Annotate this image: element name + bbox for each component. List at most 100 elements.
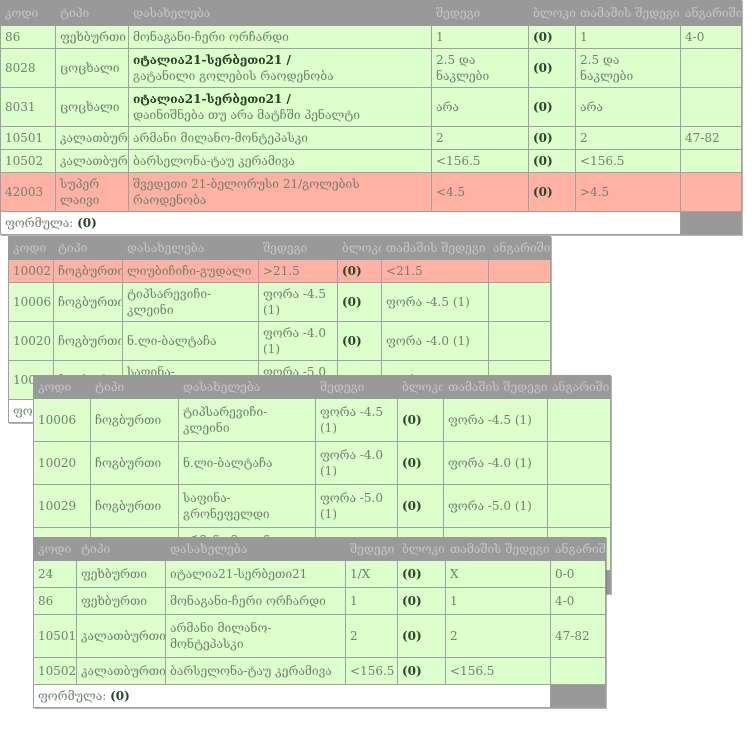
cell-code: 10020 (33, 441, 91, 485)
cell-score (547, 398, 611, 442)
cell-type: კალათბურთი (55, 149, 129, 173)
column-header: თამაშის შედეგი (443, 375, 548, 399)
cell-result: ფორა -4.5 (1) (258, 282, 338, 322)
bet-name: საფინა-გრონეფელდი (183, 491, 270, 521)
bet-row: 86 ფეხბურთი მონაგანი-ჩერი ორჩარდი 1 (0) 1 4-0 (0, 25, 742, 49)
column-header: ბლოკი (337, 236, 382, 260)
cell-type: ჩოგბურთი (53, 282, 123, 322)
cell-score (488, 321, 551, 361)
cell-name: მონაგანი-ჩერი ორჩარდი (128, 25, 432, 49)
formula-label: ფორმულა: (5, 216, 74, 230)
cell-block: (0) (397, 587, 446, 615)
column-header: დასახელება (122, 236, 259, 260)
cell-game-result: 1 (575, 25, 681, 49)
formula-row: ფორმულა: (0) (33, 684, 606, 708)
cell-score (547, 484, 611, 528)
bet-row: 10002 ჩოგბურთი ლიუბიჩიჩი-გუდალი >21.5 (0) <21… (8, 259, 551, 283)
cell-result: ფორა -4.0 (1) (258, 321, 338, 361)
cell-type: ჩოგბურთი (90, 441, 179, 485)
cell-block: (0) (337, 259, 382, 283)
column-header: კოდი (8, 236, 54, 260)
cell-code: 10006 (8, 282, 54, 322)
cell-block: (0) (337, 321, 382, 361)
bet-row: 8031 ცოცხალი იტალია21-სერბეთი21 / დაინიშნებ… (0, 87, 742, 127)
cell-code: 8031 (0, 87, 56, 127)
cell-result: 2 (345, 614, 398, 658)
cell-game-result: ფორა -4.5 (1) (381, 282, 489, 322)
cell-name: ტიპსარევიჩი-კლეინი (122, 282, 259, 322)
bet-row: 10006 ჩოგბურთი ტიპსარევიჩი-კლეინი ფორა -4.5… (33, 398, 611, 442)
cell-block: (0) (397, 398, 444, 442)
bet-name: ნ.ლი-ბალტაჩა (127, 334, 217, 348)
cell-game-result: ფორა -4.0 (1) (443, 441, 548, 485)
cell-game-result: 2 (575, 126, 681, 150)
column-header: დასახელება (178, 375, 316, 399)
column-header: ტიპი (76, 537, 166, 561)
cell-block: (0) (528, 87, 576, 127)
bet-row: 10020 ჩოგბურთი ნ.ლი-ბალტაჩა ფორა -4.0 (1) (0… (33, 441, 611, 485)
coupon-table-3: კოდი ტიპი დასახელება შედეგი ბლოკი თამაშის შედ… (33, 375, 611, 594)
cell-type: ფეხბურთი (76, 587, 166, 615)
cell-result: ფორა -4.5 (1) (315, 398, 398, 442)
cell-result: 2.5 და ნაკლები (431, 48, 529, 88)
footer-gray-cell (680, 211, 742, 235)
cell-type: კალათბურთი (76, 657, 166, 685)
formula-cell: ფორმულა: (0) (33, 684, 551, 708)
cell-code: 10002 (8, 259, 54, 283)
cell-score (550, 657, 606, 685)
bet-name: მონაგანი-ჩერი ორჩარდი (170, 594, 326, 608)
cell-result: >21.5 (258, 259, 338, 283)
cell-game-result: >4.5 (575, 172, 681, 212)
cell-code: 10502 (33, 657, 77, 685)
cell-game-result: ფორა -5.0 (1) (443, 484, 548, 528)
cell-block: (0) (337, 282, 382, 322)
cell-code: 86 (0, 25, 56, 49)
cell-game-result: <156.5 (445, 657, 551, 685)
cell-code: 10029 (33, 484, 91, 528)
column-header: თამაშის შედეგი (445, 537, 551, 561)
cell-game-result: <21.5 (381, 259, 489, 283)
column-header: შედეგი (315, 375, 398, 399)
column-header: დასახელება (128, 0, 432, 26)
column-header: ანგარიში (550, 537, 606, 561)
cell-name: იტალია21-სერბეთი21 (165, 560, 346, 588)
column-header: ბლოკი (397, 537, 446, 561)
cell-name: ნ.ლი-ბალტაჩა (122, 321, 259, 361)
column-header: შედეგი (345, 537, 398, 561)
cell-type: სუპერ ლაივი (55, 172, 129, 212)
cell-game-result: ფორა -4.0 (1) (381, 321, 489, 361)
cell-score (680, 172, 742, 212)
cell-type: ცოცხალი (55, 87, 129, 127)
cell-block: (0) (528, 25, 576, 49)
cell-code: 10502 (0, 149, 56, 173)
bet-row: 42003 სუპერ ლაივი შვედეთი 21-ბელორუსი 21/გ… (0, 172, 742, 212)
formula-row: ფორმულა: (0) (0, 211, 742, 235)
cell-result: <4.5 (431, 172, 529, 212)
cell-result: 1 (431, 25, 529, 49)
bet-name: ნ.ლი-ბალტაჩა (183, 456, 273, 470)
cell-result: <156.5 (431, 149, 529, 173)
cell-name: იტალია21-სერბეთი21 / გატანილი გოლების რაო… (128, 48, 432, 88)
cell-type: ცოცხალი (55, 48, 129, 88)
formula-value: (0) (77, 216, 97, 230)
cell-result: ფორა -5.0 (1) (315, 484, 398, 528)
header-row: კოდი ტიპი დასახელება შედეგი ბლოკი თამაშის შედ… (33, 375, 611, 399)
column-header: თამაშის შედეგი (575, 0, 681, 26)
cell-type: ჩოგბურთი (53, 321, 123, 361)
cell-block: (0) (397, 560, 446, 588)
bet-name: იტალია21-სერბეთი21 (170, 567, 308, 581)
cell-name: არმანი მილანო-მონტეპასკი (128, 126, 432, 150)
column-header: ანგარიში (680, 0, 742, 26)
footer-gray-cell (550, 684, 606, 708)
cell-type: ჩოგბურთი (53, 259, 123, 283)
cell-block: (0) (397, 484, 444, 528)
cell-game-result: ფორა -4.5 (1) (443, 398, 548, 442)
bet-row: 86 ფეხბურთი მონაგანი-ჩერი ორჩარდი 1 (0) 1 4-0 (33, 587, 606, 615)
cell-type: კალათბურთი (76, 614, 166, 658)
column-header: ტიპი (90, 375, 179, 399)
column-header: ტიპი (53, 236, 123, 260)
cell-score: 0-0 (550, 560, 606, 588)
